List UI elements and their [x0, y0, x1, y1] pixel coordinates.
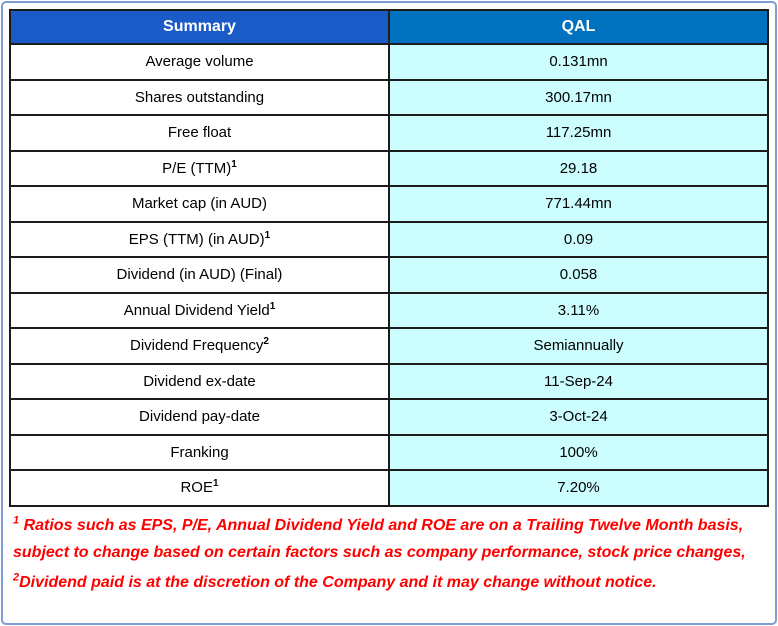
superscript-marker: 1	[264, 229, 271, 241]
metric-value-cell: Semiannually	[388, 327, 769, 365]
metric-label: ROE	[180, 479, 213, 497]
footnote: 2Dividend paid is at the discretion of t…	[13, 569, 767, 596]
metric-label: Market cap (in AUD)	[131, 195, 268, 213]
metric-value-cell: 11-Sep-24	[388, 362, 769, 400]
metric-value-cell: 100%	[388, 433, 769, 471]
metric-value-cell: 771.44mn	[388, 185, 769, 223]
footnote-text: Ratios such as EPS, P/E, Annual Dividend…	[13, 516, 746, 561]
table-row: ROE1 7.20%	[9, 469, 769, 507]
metric-label: Dividend pay-date	[139, 408, 260, 426]
metric-label-cell: Dividend ex-date	[9, 362, 390, 400]
table-row: P/E (TTM)1 29.18	[9, 149, 769, 187]
qal-header-cell: QAL	[388, 9, 769, 45]
metric-label-cell: EPS (TTM) (in AUD)1	[9, 220, 390, 258]
metric-label-cell: ROE1	[9, 469, 390, 507]
metric-label: Shares outstanding	[134, 88, 265, 106]
superscript-marker: 2	[263, 336, 269, 348]
metric-label: Free float	[167, 124, 232, 142]
metric-label-cell: Dividend (in AUD) (Final)	[9, 256, 390, 294]
table-row: Shares outstanding 300.17mn	[9, 78, 769, 116]
metric-label: Dividend ex-date	[143, 372, 256, 390]
metric-label-cell: Free float	[9, 114, 390, 152]
table-row: EPS (TTM) (in AUD)1 0.09	[9, 220, 769, 258]
metric-label: Franking	[170, 443, 229, 461]
table-header: Summary QAL	[9, 9, 769, 45]
metric-label: Average volume	[145, 53, 254, 71]
metric-value-cell: 3.11%	[388, 291, 769, 329]
table-row: Free float 117.25mn	[9, 114, 769, 152]
table-body: Average volume 0.131mn Shares outstandin…	[9, 43, 769, 507]
metric-label-cell: Shares outstanding	[9, 78, 390, 116]
metric-label-cell: Franking	[9, 433, 390, 471]
footnote-text: Dividend paid is at the discretion of th…	[19, 573, 657, 591]
superscript-marker: 1	[212, 478, 219, 490]
metric-label-cell: Average volume	[9, 43, 390, 81]
table-row: Franking 100%	[9, 433, 769, 471]
metric-label: Dividend (in AUD) (Final)	[116, 266, 283, 284]
metric-value-cell: 117.25mn	[388, 114, 769, 152]
metric-value-cell: 300.17mn	[388, 78, 769, 116]
metric-value-cell: 0.058	[388, 256, 769, 294]
superscript-marker: 1	[269, 300, 276, 312]
header-row: Summary QAL	[9, 9, 769, 45]
metric-value-cell: 29.18	[388, 149, 769, 187]
metric-label: P/E (TTM)	[162, 159, 232, 177]
table-row: Dividend (in AUD) (Final) 0.058	[9, 256, 769, 294]
metric-label-cell: Market cap (in AUD)	[9, 185, 390, 223]
summary-header-cell: Summary	[9, 9, 390, 45]
metric-label: EPS (TTM) (in AUD)	[128, 230, 265, 248]
metric-value-cell: 7.20%	[388, 469, 769, 507]
superscript-marker: 1	[231, 158, 237, 170]
metric-label: Annual Dividend Yield	[123, 301, 270, 319]
metric-label: Dividend Frequency	[130, 337, 264, 355]
metric-label-cell: Annual Dividend Yield1	[9, 291, 390, 329]
footnote-marker: 2	[13, 571, 20, 584]
metric-label-cell: Dividend pay-date	[9, 398, 390, 436]
table-row: Average volume 0.131mn	[9, 43, 769, 81]
summary-table: Summary QAL Average volume 0.131mn Share…	[9, 9, 769, 507]
table-row: Dividend ex-date 11-Sep-24	[9, 362, 769, 400]
metric-label-cell: P/E (TTM)1	[9, 149, 390, 187]
table-row: Annual Dividend Yield1 3.11%	[9, 291, 769, 329]
metric-value-cell: 0.131mn	[388, 43, 769, 81]
footnotes: 1 Ratios such as EPS, P/E, Annual Divide…	[9, 510, 769, 596]
metric-value-cell: 3-Oct-24	[388, 398, 769, 436]
table-row: Dividend pay-date 3-Oct-24	[9, 398, 769, 436]
table-row: Market cap (in AUD) 771.44mn	[9, 185, 769, 223]
table-row: Dividend Frequency2 Semiannually	[9, 327, 769, 365]
metric-value-cell: 0.09	[388, 220, 769, 258]
footnote: 1 Ratios such as EPS, P/E, Annual Divide…	[13, 512, 767, 566]
metric-label-cell: Dividend Frequency2	[9, 327, 390, 365]
footnote-marker: 1	[13, 514, 20, 527]
